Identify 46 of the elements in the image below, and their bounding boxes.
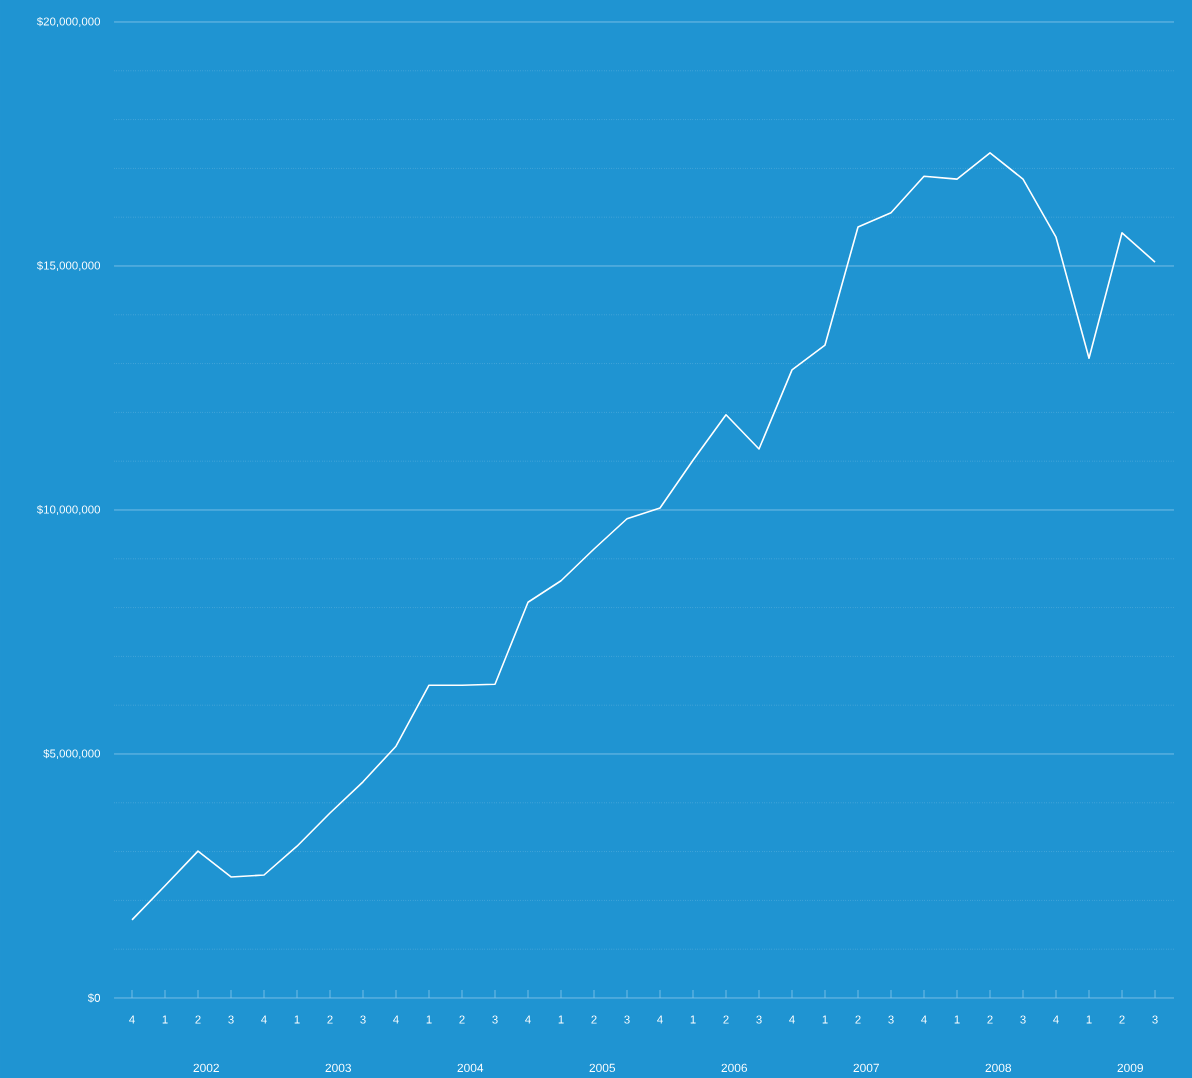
- text: 2006: [721, 1063, 748, 1073]
- x-tick-label: 1: [294, 1015, 300, 1024]
- x-tick-label: 3: [360, 1015, 366, 1024]
- x-tick-label: 4: [657, 1015, 663, 1024]
- text: 2004: [457, 1063, 484, 1073]
- x-tick-label: 2: [1119, 1015, 1125, 1024]
- text: 2007: [853, 1063, 879, 1073]
- line-series: [131, 151, 1156, 921]
- x-tick-label: 2: [195, 1015, 201, 1024]
- x-tick-label: 3: [1020, 1015, 1026, 1024]
- x-tick-label: 4: [525, 1015, 531, 1024]
- x-tick-label: 1: [690, 1015, 696, 1024]
- x-tick-label: 3: [888, 1015, 894, 1024]
- y-tick-label: $20,000,000: [36, 17, 101, 27]
- x-tick-label: 4: [393, 1015, 399, 1024]
- x-tick-label: 3: [492, 1015, 498, 1024]
- y-tick-label: $0: [87, 993, 101, 1003]
- x-tick-label: 1: [426, 1015, 432, 1024]
- x-tick-label: 4: [921, 1015, 927, 1024]
- x-tick-label: 2: [591, 1015, 597, 1024]
- x-tick-label: 4: [789, 1015, 795, 1024]
- text: 2002: [193, 1063, 219, 1073]
- x-tick-label: 2: [723, 1015, 729, 1024]
- x-tick-label: 1: [1086, 1015, 1092, 1024]
- y-tick-label: $5,000,000: [43, 749, 101, 759]
- x-tick-label: 4: [261, 1015, 267, 1024]
- text: 2009: [1117, 1063, 1143, 1073]
- x-tick-label: 4: [1053, 1015, 1059, 1024]
- x-tick-label: 2: [855, 1015, 861, 1024]
- text: 2003: [325, 1063, 352, 1073]
- x-tick-label: 3: [228, 1015, 234, 1024]
- y-tick-label: $10,000,000: [36, 505, 101, 515]
- x-tick-label: 1: [954, 1015, 960, 1024]
- x-tick-label: 2: [987, 1015, 993, 1024]
- x-tick-label: 1: [822, 1015, 828, 1024]
- x-tick-label: 3: [1152, 1015, 1158, 1024]
- text: 2005: [589, 1063, 616, 1073]
- x-tick-label: 1: [558, 1015, 564, 1024]
- x-tick-label: 3: [756, 1015, 762, 1024]
- x-tick-label: 3: [624, 1015, 630, 1024]
- x-tick-label: 2: [327, 1015, 333, 1024]
- x-tick-label: 1: [162, 1015, 168, 1024]
- y-tick-label: $15,000,000: [36, 261, 101, 271]
- text: 2008: [985, 1063, 1012, 1073]
- x-tick-label: 2: [459, 1015, 465, 1024]
- x-tick-label: 4: [129, 1015, 135, 1024]
